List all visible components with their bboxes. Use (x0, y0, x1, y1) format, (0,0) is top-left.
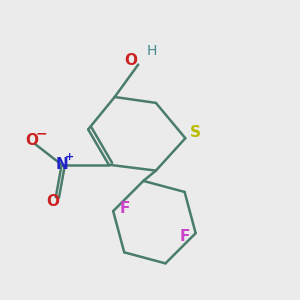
Text: +: + (65, 152, 74, 162)
Text: −: − (36, 127, 47, 141)
Text: F: F (179, 229, 190, 244)
Text: F: F (119, 201, 130, 216)
Text: O: O (124, 53, 137, 68)
Text: H: H (146, 44, 157, 58)
Text: O: O (25, 133, 38, 148)
Text: N: N (55, 157, 68, 172)
Text: S: S (190, 125, 201, 140)
Text: O: O (46, 194, 59, 209)
